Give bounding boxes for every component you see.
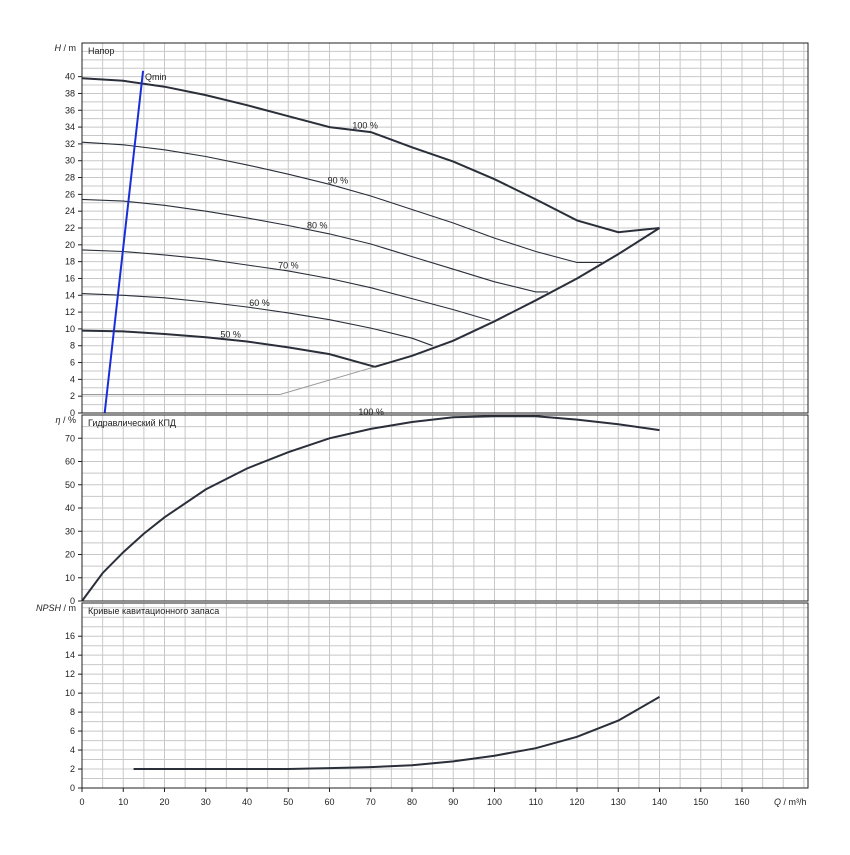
y-axis-label: H / m — [55, 43, 77, 53]
y-tick-label: 6 — [70, 726, 75, 736]
head-curve — [81, 141, 602, 264]
panel-title: Напор — [88, 46, 114, 56]
y-tick-label: 6 — [70, 358, 75, 368]
y-tick-label: 60 — [65, 457, 75, 467]
envelope-curve — [374, 227, 661, 368]
y-tick-label: 38 — [65, 88, 75, 98]
panel-frame — [81, 602, 809, 789]
y-tick-label: 14 — [65, 650, 75, 660]
y-tick-label: 0 — [70, 783, 75, 793]
panel-frame — [81, 414, 809, 602]
curve-label: 50 % — [220, 329, 241, 339]
x-tick-label: 70 — [366, 797, 376, 807]
y-tick-label: 36 — [65, 105, 75, 115]
curve-label: 60 % — [249, 298, 270, 308]
y-tick-label: 4 — [70, 745, 75, 755]
y-tick-label: 8 — [70, 341, 75, 351]
y-tick-label: 2 — [70, 391, 75, 401]
qmin-line — [103, 70, 145, 414]
y-tick-label: 50 — [65, 480, 75, 490]
head-curve — [81, 77, 660, 234]
x-tick-label: 40 — [242, 797, 252, 807]
y-tick-label: 12 — [65, 669, 75, 679]
curve-label: 70 % — [278, 260, 299, 270]
y-tick-label: 2 — [70, 764, 75, 774]
x-tick-label: 130 — [611, 797, 626, 807]
y-tick-label: 18 — [65, 257, 75, 267]
x-tick-label: 0 — [79, 797, 84, 807]
y-axis-label: η / % — [55, 415, 76, 425]
y-tick-label: 26 — [65, 189, 75, 199]
x-axis-label: Q / m³/h — [774, 797, 807, 807]
curve-label: 100 % — [352, 121, 378, 131]
y-tick-label: 4 — [70, 374, 75, 384]
panel-title: Гидравлический КПД — [88, 418, 176, 428]
y-tick-label: 20 — [65, 240, 75, 250]
head-curve — [81, 249, 491, 322]
y-tick-label: 70 — [65, 433, 75, 443]
y-tick-label: 30 — [65, 526, 75, 536]
npsh-curve — [133, 696, 660, 770]
y-tick-label: 16 — [65, 273, 75, 283]
x-tick-label: 140 — [652, 797, 667, 807]
head-curve — [81, 198, 549, 293]
y-tick-label: 0 — [70, 596, 75, 606]
x-tick-label: 20 — [159, 797, 169, 807]
y-tick-label: 40 — [65, 503, 75, 513]
y-tick-label: 20 — [65, 550, 75, 560]
x-tick-label: 110 — [529, 797, 543, 807]
x-tick-label: 150 — [693, 797, 708, 807]
x-tick-label: 120 — [569, 797, 584, 807]
y-tick-label: 10 — [65, 573, 75, 583]
y-tick-label: 34 — [65, 122, 75, 132]
qmin-label: Qmin — [145, 72, 167, 82]
x-tick-label: 160 — [734, 797, 749, 807]
y-tick-label: 40 — [65, 72, 75, 82]
y-axis-label: NPSH / m — [36, 603, 76, 613]
y-tick-label: 32 — [65, 139, 75, 149]
y-tick-label: 10 — [65, 688, 75, 698]
y-tick-label: 8 — [70, 707, 75, 717]
y-tick-label: 0 — [70, 408, 75, 418]
x-tick-label: 100 — [487, 797, 502, 807]
y-tick-label: 12 — [65, 307, 75, 317]
y-tick-label: 24 — [65, 206, 75, 216]
head-curve — [81, 293, 433, 347]
y-tick-label: 16 — [65, 631, 75, 641]
x-tick-label: 80 — [407, 797, 417, 807]
y-tick-label: 22 — [65, 223, 75, 233]
curve-label: 80 % — [307, 221, 328, 231]
x-tick-label: 30 — [201, 797, 211, 807]
panel-frame — [81, 42, 809, 414]
x-tick-label: 90 — [448, 797, 458, 807]
x-tick-label: 50 — [283, 797, 293, 807]
x-tick-label: 60 — [324, 797, 334, 807]
y-tick-label: 30 — [65, 156, 75, 166]
curve-label: 100 % — [358, 407, 384, 417]
efficiency-curve — [81, 415, 660, 602]
head-curve — [81, 329, 376, 368]
lower-limit-line — [82, 366, 376, 395]
x-tick-label: 10 — [118, 797, 128, 807]
panel-title: Кривые кавитационного запаса — [88, 606, 219, 616]
y-tick-label: 28 — [65, 173, 75, 183]
curve-label: 90 % — [328, 175, 349, 185]
y-tick-label: 14 — [65, 290, 75, 300]
y-tick-label: 10 — [65, 324, 75, 334]
